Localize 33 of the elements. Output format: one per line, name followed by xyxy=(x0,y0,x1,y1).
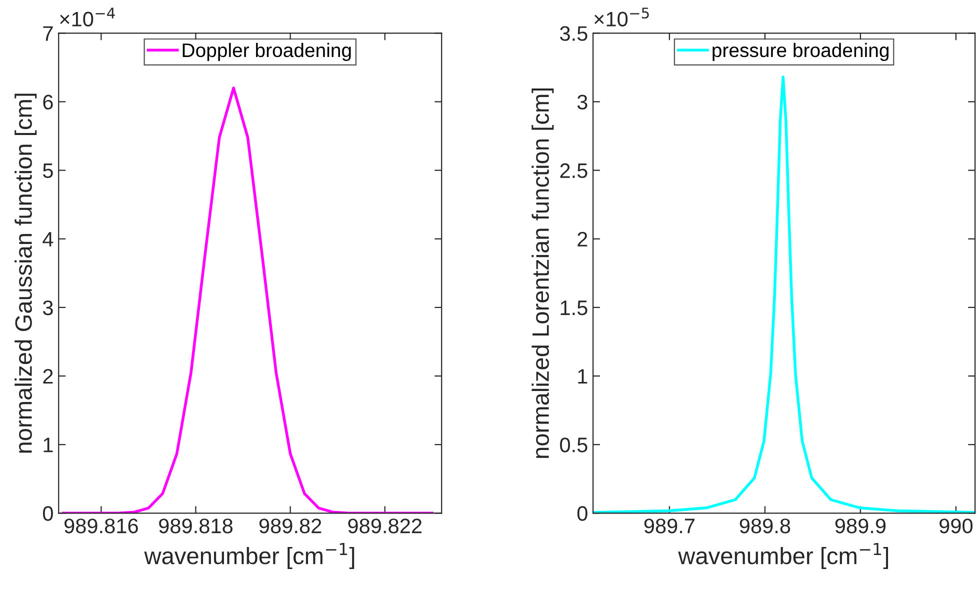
x-tick-label: 989.82 xyxy=(259,518,322,534)
x-tick-label: 989.822 xyxy=(348,518,422,534)
x-tick-label: 989.8 xyxy=(740,518,790,534)
y-tick-label: 0 xyxy=(42,506,53,521)
y-tick-label: 3 xyxy=(42,300,53,316)
y-tick-label: 3 xyxy=(577,94,588,110)
x-tick-label: 989.9 xyxy=(835,518,886,534)
x-tick-label: 989.7 xyxy=(644,518,694,534)
x-tick-label: 989.818 xyxy=(159,518,232,534)
y-tick-label: 2 xyxy=(43,369,53,384)
y-tick-label: 3.5 xyxy=(560,26,588,41)
y-tick-label: 4 xyxy=(42,232,54,246)
y-tick-label: 0 xyxy=(577,506,588,521)
y-tick-label: 2 xyxy=(578,232,588,246)
legend-label: Doppler broadening xyxy=(182,42,351,62)
x-tick-label: 990 xyxy=(940,518,973,534)
y-tick-label: 1 xyxy=(44,438,53,452)
legend-label: pressure broadening xyxy=(712,42,889,62)
x-tick-label: 989.816 xyxy=(64,518,138,534)
y-tick-label: 2.5 xyxy=(560,163,588,178)
text: ×10$^{−4}$ xyxy=(60,8,115,27)
y-axis-title: normalized Gaussian function [cm] xyxy=(14,94,37,453)
y-axis-title: normalized Lorentzian function [cm] xyxy=(532,88,554,458)
y-tick-label: 5 xyxy=(43,164,53,178)
y-tick-label: 6 xyxy=(43,94,53,110)
y-tick-label: 1 xyxy=(578,369,588,384)
y-tick-label: 1.5 xyxy=(560,300,588,316)
x-axis-title: wavenumber [cm$^{−1}$] xyxy=(144,542,354,569)
line-series xyxy=(62,86,434,514)
x-axis-title: wavenumber [cm$^{−1}$] xyxy=(678,542,888,569)
y-tick-label: 7 xyxy=(43,26,53,41)
text: ×10$^{−5}$ xyxy=(594,8,649,27)
y-tick-label: 0.5 xyxy=(560,438,588,452)
